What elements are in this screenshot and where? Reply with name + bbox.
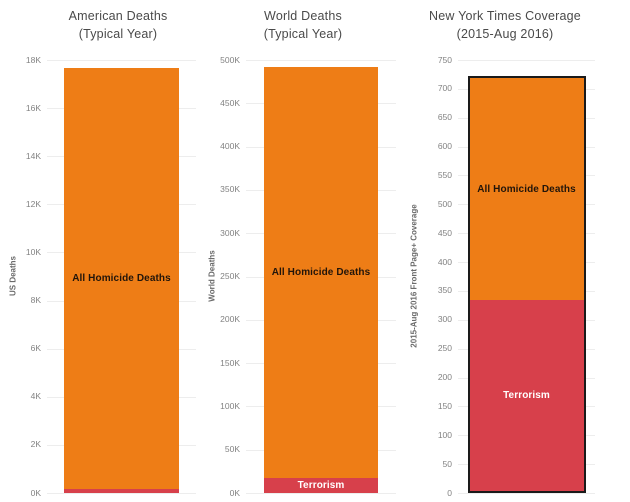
gridline [246, 60, 396, 61]
chart-title-line1: World Deaths [264, 9, 342, 23]
gridline [246, 493, 396, 494]
tick-label: 14K [25, 150, 41, 161]
tick-label: 100K [220, 400, 240, 411]
chart-title-line1: American Deaths [68, 9, 168, 23]
tick-label: 16K [25, 102, 41, 113]
tick-label: 500 [437, 198, 452, 209]
tick-label: 200K [220, 314, 240, 325]
gridline [47, 60, 196, 61]
tick-label: 600 [437, 141, 452, 152]
tick-label: 10K [25, 246, 41, 257]
gridline [458, 60, 595, 61]
bar-segment-label: All Homicide Deaths [72, 273, 171, 285]
tick-label: 250 [437, 343, 452, 354]
plot-area: Terrorism All Homicide Deaths [458, 60, 595, 494]
tick-label: 50K [224, 444, 240, 455]
tick-label: 300K [220, 227, 240, 238]
tick-label: 12K [25, 198, 41, 209]
bar-segment-label: Terrorism [297, 480, 345, 492]
tick-label: 0K [229, 487, 240, 498]
tick-label: 550 [437, 169, 452, 180]
tick-label: 400K [220, 141, 240, 152]
tick-label: 650 [437, 112, 452, 123]
tick-label: 2K [30, 439, 41, 450]
tick-label: 18K [25, 54, 41, 65]
plot-area: All Homicide Deaths [47, 60, 196, 494]
tick-label: 4K [30, 391, 41, 402]
bar-segment-terrorism[interactable]: Terrorism [264, 478, 378, 493]
chart-title: World Deaths (Typical Year) [193, 7, 413, 43]
tick-label: 500K [220, 54, 240, 65]
tick-label: 0K [30, 487, 41, 498]
bar-segment-terrorism[interactable] [64, 488, 179, 493]
bar-segment-label: Terrorism [503, 390, 550, 402]
bar-segment-all-homicide-deaths[interactable]: All Homicide Deaths [264, 66, 378, 479]
tick-label: 450K [220, 97, 240, 108]
bar-segment-all-homicide-deaths[interactable]: All Homicide Deaths [64, 68, 179, 489]
tick-label: 200 [437, 372, 452, 383]
chart-title: American Deaths (Typical Year) [8, 7, 228, 43]
tick-label: 750 [437, 54, 452, 65]
bar-segment-terrorism[interactable]: Terrorism [469, 300, 584, 491]
tick-label: 700 [437, 83, 452, 94]
gridline [458, 493, 595, 494]
tick-label: 150 [437, 400, 452, 411]
plot-area: Terrorism All Homicide Deaths [246, 60, 396, 494]
chart-title-line2: (Typical Year) [78, 27, 158, 42]
tick-label: 150K [220, 357, 240, 368]
tick-label: 100 [437, 429, 452, 440]
y-axis-label: US Deaths [8, 255, 18, 297]
bar-segment-label: All Homicide Deaths [271, 267, 371, 279]
bar-segment-all-homicide-deaths[interactable]: All Homicide Deaths [469, 78, 584, 301]
tick-label: 6K [30, 343, 41, 354]
tick-label: 8K [30, 295, 41, 306]
chart-title-line2: (Typical Year) [263, 27, 343, 42]
gridline [47, 493, 196, 494]
tick-label: 450 [437, 227, 452, 238]
tick-label: 50 [442, 458, 452, 469]
stacked-bar: Terrorism All Homicide Deaths [467, 76, 586, 493]
chart-title-line2: (2015-Aug 2016) [456, 27, 554, 42]
tick-label: 0 [447, 487, 452, 498]
tick-label: 300 [437, 314, 452, 325]
stacked-bar: Terrorism All Homicide Deaths [264, 66, 378, 493]
bar-segment-label: All Homicide Deaths [477, 183, 576, 195]
y-axis-label: 2015-Aug 2016 Front Page+ Coverage [409, 204, 419, 348]
tick-label: 350 [437, 285, 452, 296]
chart-title-line1: New York Times Coverage [429, 9, 581, 23]
tick-label: 250K [220, 271, 240, 281]
stacked-bar: All Homicide Deaths [64, 68, 179, 493]
tick-label: 400 [437, 256, 452, 267]
chart-title: New York Times Coverage (2015-Aug 2016) [395, 7, 615, 43]
tick-label: 350K [220, 184, 240, 195]
